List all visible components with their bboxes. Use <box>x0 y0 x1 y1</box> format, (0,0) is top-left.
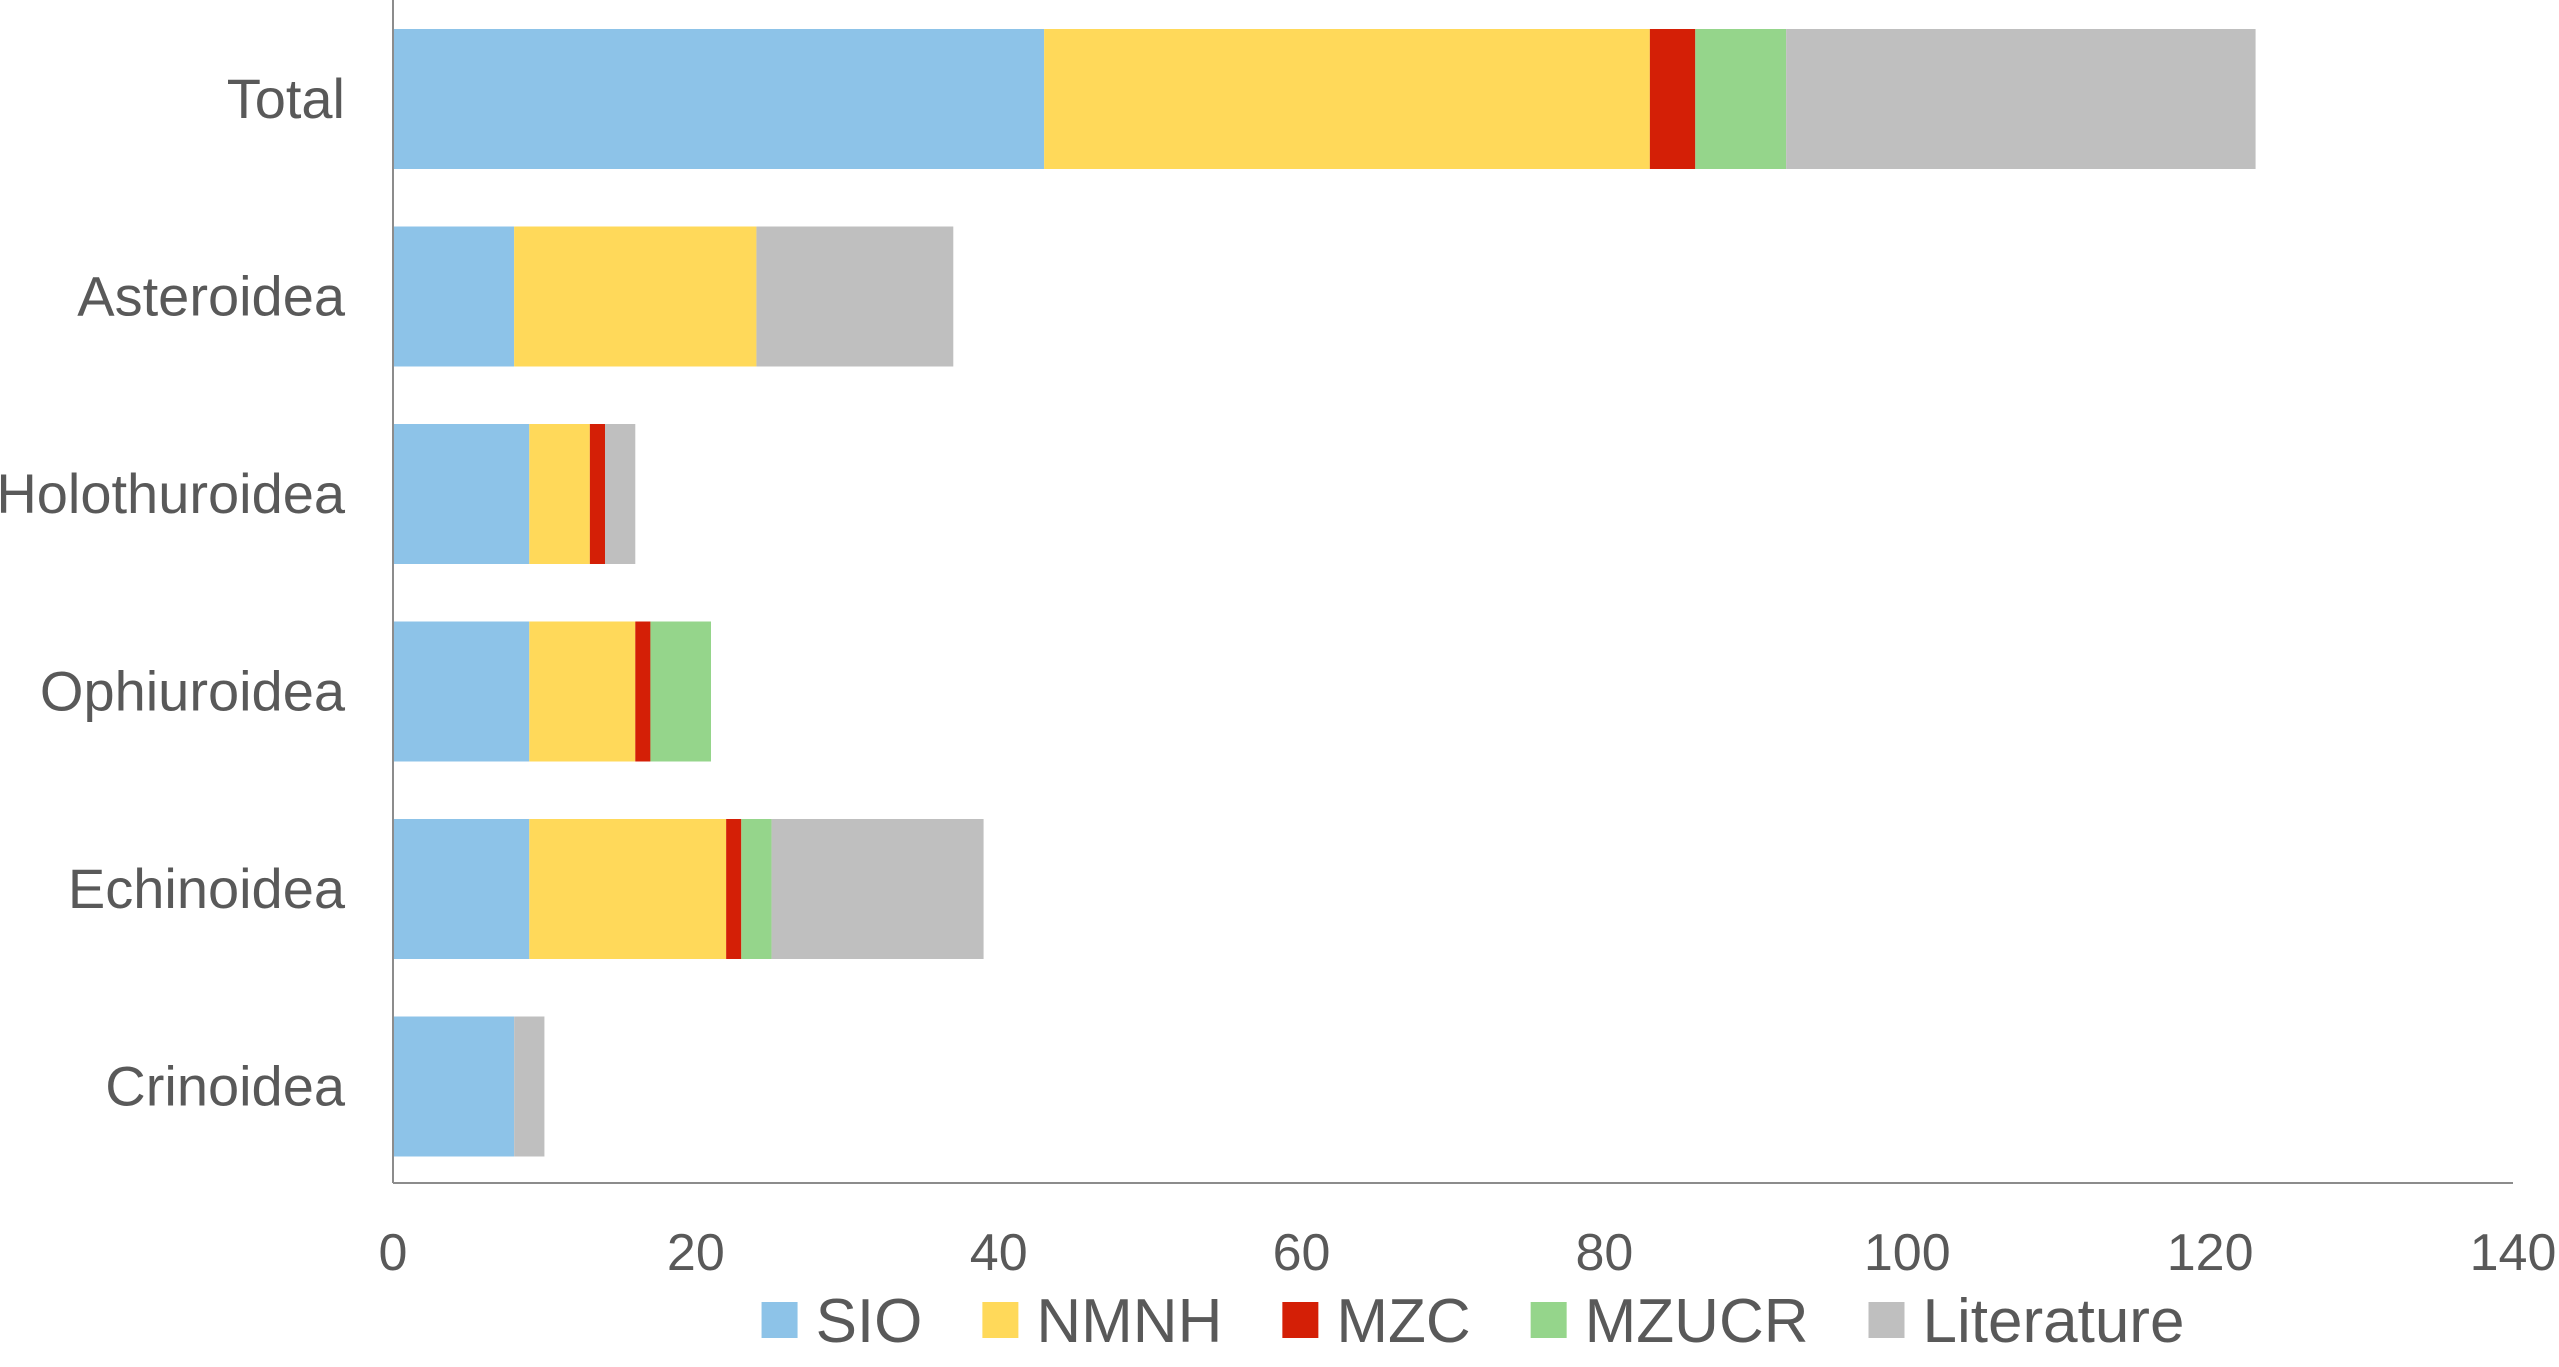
bar-total-sio <box>393 29 1045 169</box>
category-label: Holothuroidea <box>0 462 346 525</box>
legend-swatch-mzc <box>1282 1302 1319 1338</box>
bar-echinoidea-mzucr <box>741 819 772 959</box>
category-labels: Total Asteroidea Holothuroidea Ophiuroidea E… <box>0 67 346 1118</box>
bar-echinoidea-literature <box>771 819 984 959</box>
category-label: Echinoidea <box>68 857 346 920</box>
bar-holothuroidea-literature <box>605 424 636 564</box>
bar-echinoidea-mzc <box>726 819 742 959</box>
bar-ophiuroidea-mzc <box>635 621 651 762</box>
legend-swatch-nmnh <box>982 1302 1019 1338</box>
x-tick-label: 120 <box>2167 1224 2254 1282</box>
bar-holothuroidea-mzc <box>589 424 605 564</box>
bar-crinoidea-sio <box>393 1016 515 1157</box>
bar-total-nmnh <box>1044 29 1650 169</box>
legend-swatch-sio <box>761 1302 798 1338</box>
x-tick-labels: 0 20 40 60 80 100 120 140 <box>379 1224 2557 1282</box>
legend-label: Literature <box>1923 1287 2185 1356</box>
bar-ophiuroidea-nmnh <box>529 621 636 762</box>
x-tick-label: 20 <box>667 1224 725 1282</box>
legend-swatch-mzucr <box>1530 1302 1567 1338</box>
legend: SIO NMNH MZC MZUCR Literature <box>761 1287 2185 1356</box>
x-tick-label: 100 <box>1864 1224 1951 1282</box>
bar-echinoidea-nmnh <box>529 819 727 959</box>
category-label: Ophiuroidea <box>40 660 346 723</box>
x-tick-label: 0 <box>379 1224 408 1282</box>
legend-label: MZUCR <box>1585 1287 1809 1356</box>
legend-swatch-literature <box>1868 1302 1905 1338</box>
x-tick-label: 80 <box>1576 1224 1634 1282</box>
bar-crinoidea-literature <box>514 1016 545 1157</box>
bar-holothuroidea-nmnh <box>529 424 590 564</box>
bar-ophiuroidea-sio <box>393 621 530 762</box>
category-label: Asteroidea <box>77 265 346 328</box>
bar-total-mzc <box>1649 29 1696 169</box>
category-label: Total <box>227 67 345 130</box>
x-tick-label: 40 <box>970 1224 1028 1282</box>
bar-total-literature <box>1786 29 2256 169</box>
bar-echinoidea-sio <box>393 819 530 959</box>
bar-ophiuroidea-mzucr <box>650 621 711 762</box>
bar-asteroidea-literature <box>756 226 954 367</box>
x-tick-label: 140 <box>2470 1224 2557 1282</box>
bar-asteroidea-sio <box>393 226 515 367</box>
legend-label: SIO <box>816 1287 923 1356</box>
bars-layer <box>393 29 2256 1157</box>
legend-label: MZC <box>1336 1287 1470 1356</box>
bar-asteroidea-nmnh <box>514 226 757 367</box>
x-tick-label: 60 <box>1273 1224 1331 1282</box>
legend-label: NMNH <box>1036 1287 1222 1356</box>
bar-total-mzucr <box>1695 29 1787 169</box>
category-label: Crinoidea <box>105 1055 346 1118</box>
bar-holothuroidea-sio <box>393 424 530 564</box>
